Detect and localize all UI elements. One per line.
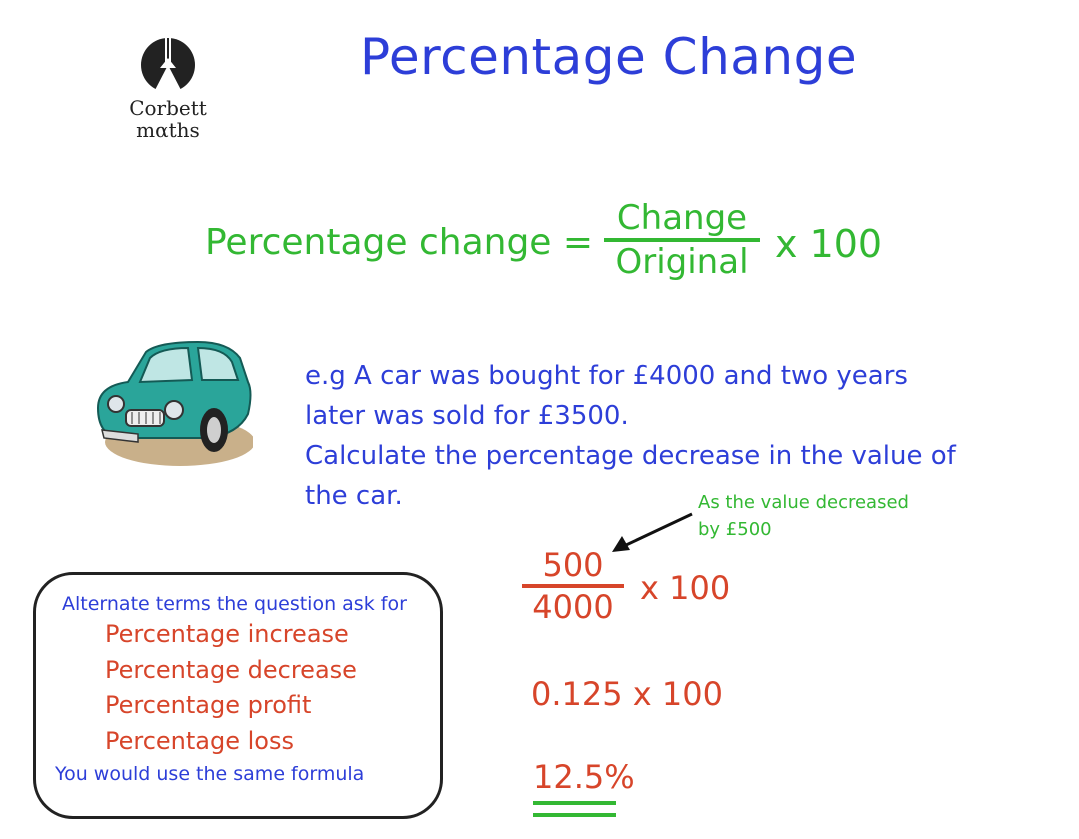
car-illustration: [88, 330, 255, 470]
alternate-terms-box: [33, 572, 443, 819]
working-fraction: 500 4000: [522, 546, 624, 626]
formula-label: Percentage change =: [205, 222, 594, 263]
working-step2: 0.125 x 100: [531, 675, 723, 713]
terms-box-item: Percentage increase: [105, 620, 349, 648]
annotation-line: by £500: [698, 519, 772, 540]
formula-fraction-bar: [604, 238, 760, 242]
formula-numerator: Change: [616, 198, 748, 238]
logo-line2: mαths: [136, 118, 200, 142]
terms-box-item: Percentage profit: [105, 691, 312, 719]
corbettmaths-logo: Corbett mαths: [118, 38, 218, 141]
formula-denominator: Original: [615, 242, 749, 282]
annotation-note: As the value decreased by £500: [698, 489, 909, 543]
terms-box-item: Percentage decrease: [105, 656, 357, 684]
question-line: e.g A car was bought for £4000 and two y…: [305, 361, 908, 391]
answer-underline-top: [533, 801, 616, 805]
logo-line1: Corbett: [129, 96, 207, 120]
annotation-arrow-icon: [612, 512, 693, 552]
working-multiplier: x 100: [640, 569, 731, 607]
terms-box-footer: You would use the same formula: [55, 763, 365, 785]
question-line: Calculate the percentage decrease in the…: [305, 441, 956, 471]
working-denominator: 4000: [532, 588, 614, 626]
car-icon: [96, 340, 255, 466]
terms-box-heading: Alternate terms the question ask for: [62, 593, 407, 615]
question-line: later was sold for £3500.: [305, 401, 629, 431]
working-fraction-bar: [522, 584, 624, 588]
working-answer: 12.5%: [533, 758, 635, 796]
logo-emblem-icon: [141, 38, 195, 92]
working-numerator: 500: [542, 546, 604, 584]
annotation-line: As the value decreased: [698, 492, 909, 513]
formula-multiplier: x 100: [775, 222, 883, 266]
formula-fraction: Change Original: [604, 198, 760, 282]
terms-box-item: Percentage loss: [105, 727, 294, 755]
answer-underline-bottom: [533, 813, 616, 817]
question-line: the car.: [305, 481, 403, 511]
question-text: e.g A car was bought for £4000 and two y…: [305, 356, 1005, 516]
page-title: Percentage Change: [360, 28, 858, 86]
